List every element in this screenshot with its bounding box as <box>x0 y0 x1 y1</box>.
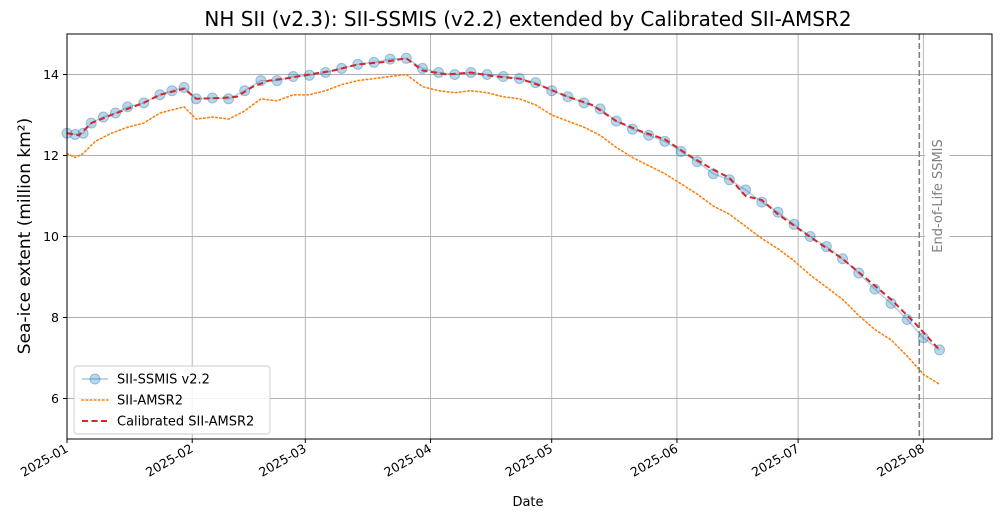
plot-frame <box>66 33 993 440</box>
annotation-background <box>925 132 950 260</box>
data-point-sii-ssmis-v2-2 <box>166 85 178 97</box>
legend: SII-SSMIS v2.2 SII-AMSR2 Calibrated SII-AM… <box>73 365 271 435</box>
data-point-sii-ssmis-v2-2 <box>255 75 267 87</box>
data-point-sii-ssmis-v2-2 <box>223 93 235 105</box>
x-tick-label: 2025-06 <box>628 441 681 480</box>
y-tick-label: 8 <box>51 310 59 325</box>
data-point-sii-ssmis-v2-2 <box>594 103 606 115</box>
data-point-sii-ssmis-v2-2 <box>154 89 166 101</box>
data-point-sii-ssmis-v2-2 <box>675 145 687 157</box>
chart-title: NH SII (v2.3): SII-SSMIS (v2.2) extended… <box>204 7 851 31</box>
y-tick-label: 12 <box>43 148 59 163</box>
series-line-calibrated-sii-amsr2 <box>66 57 941 351</box>
data-point-sii-ssmis-v2-2 <box>723 174 735 186</box>
legend-label-sii-amsr2: SII-AMSR2 <box>117 394 183 409</box>
data-point-sii-ssmis-v2-2 <box>178 81 190 93</box>
legend-label-sii-ssmis-v2-2: SII-SSMIS v2.2 <box>117 373 210 388</box>
data-point-sii-ssmis-v2-2 <box>384 53 396 65</box>
data-point-sii-ssmis-v2-2 <box>659 135 671 147</box>
legend-marker-sii-ssmis-v2-2 <box>89 373 101 385</box>
data-point-sii-ssmis-v2-2 <box>643 129 655 141</box>
y-tick-label: 10 <box>43 229 59 244</box>
data-point-sii-ssmis-v2-2 <box>691 156 703 168</box>
x-tick-label: 2025-07 <box>749 441 802 480</box>
series-line-sii-amsr2 <box>66 73 941 386</box>
data-point-sii-ssmis-v2-2 <box>562 91 574 103</box>
y-axis-label: Sea-ice extent (million km²) <box>15 118 35 354</box>
x-tick-label: 2025-02 <box>143 441 196 480</box>
data-point-sii-ssmis-v2-2 <box>122 101 134 113</box>
legend-label-calibrated-sii-amsr2: Calibrated SII-AMSR2 <box>117 415 254 430</box>
x-tick-label: 2025-03 <box>256 441 309 480</box>
legend-box <box>73 365 271 435</box>
y-tick-label: 14 <box>43 67 59 82</box>
data-point-sii-ssmis-v2-2 <box>77 127 89 139</box>
x-tick-label: 2025-05 <box>502 441 555 480</box>
data-point-sii-ssmis-v2-2 <box>756 196 768 208</box>
end-of-life-label: End-of-Life SSMIS <box>931 139 946 253</box>
x-tick-label: 2025-08 <box>874 441 927 480</box>
x-axis-label: Date <box>512 495 543 510</box>
y-tick-label: 6 <box>51 391 59 406</box>
x-tick-label: 2025-01 <box>18 441 71 480</box>
data-point-sii-ssmis-v2-2 <box>772 206 784 218</box>
x-tick-label: 2025-04 <box>381 441 434 480</box>
